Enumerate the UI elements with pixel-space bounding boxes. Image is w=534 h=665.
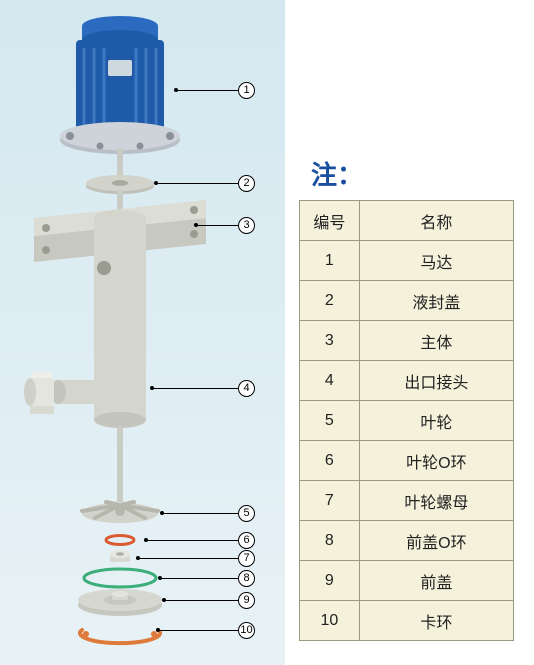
cell-name: 出口接头 bbox=[359, 361, 513, 401]
callout-dot bbox=[162, 598, 166, 602]
table-row: 7叶轮螺母 bbox=[300, 481, 514, 521]
callout-dot bbox=[174, 88, 178, 92]
table-row: 5叶轮 bbox=[300, 401, 514, 441]
header-num: 编号 bbox=[300, 201, 360, 241]
cell-num: 7 bbox=[300, 481, 360, 521]
callout-line bbox=[146, 540, 238, 541]
cell-num: 9 bbox=[300, 561, 360, 601]
table-row: 6叶轮O环 bbox=[300, 441, 514, 481]
callout-number: 1 bbox=[238, 82, 255, 99]
callout-number: 9 bbox=[238, 592, 255, 609]
callout-line bbox=[152, 388, 238, 389]
cell-num: 8 bbox=[300, 521, 360, 561]
header-name: 名称 bbox=[359, 201, 513, 241]
callout-dot bbox=[158, 576, 162, 580]
cell-num: 6 bbox=[300, 441, 360, 481]
callout-number: 6 bbox=[238, 532, 255, 549]
part-outlet-connector bbox=[24, 372, 54, 414]
table-row: 8前盖O环 bbox=[300, 521, 514, 561]
callout-line bbox=[160, 578, 238, 579]
callout-dot bbox=[160, 511, 164, 515]
callout-line bbox=[176, 90, 238, 91]
cell-name: 前盖 bbox=[359, 561, 513, 601]
callout-line bbox=[158, 630, 238, 631]
part-shaft-lower bbox=[117, 426, 123, 502]
part-impeller-nut bbox=[110, 550, 130, 562]
cell-num: 3 bbox=[300, 321, 360, 361]
callout-line bbox=[164, 600, 238, 601]
callout-number: 8 bbox=[238, 570, 255, 587]
callout-line bbox=[138, 558, 238, 559]
callout-dot bbox=[150, 386, 154, 390]
table-row: 2液封盖 bbox=[300, 281, 514, 321]
table-row: 1马达 bbox=[300, 241, 514, 281]
callout-dot bbox=[156, 628, 160, 632]
callout-line bbox=[156, 183, 238, 184]
table-row: 3主体 bbox=[300, 321, 514, 361]
part-snap-ring bbox=[80, 630, 160, 643]
cell-name: 马达 bbox=[359, 241, 513, 281]
parts-table: 编号 名称 1马达2液封盖3主体4出口接头5叶轮6叶轮O环7叶轮螺母8前盖O环9… bbox=[299, 200, 514, 641]
callout-dot bbox=[144, 538, 148, 542]
table-row: 9前盖 bbox=[300, 561, 514, 601]
cell-name: 液封盖 bbox=[359, 281, 513, 321]
table-row: 4出口接头 bbox=[300, 361, 514, 401]
cell-name: 叶轮 bbox=[359, 401, 513, 441]
cell-num: 5 bbox=[300, 401, 360, 441]
cell-num: 4 bbox=[300, 361, 360, 401]
callout-dot bbox=[154, 181, 158, 185]
callout-number: 3 bbox=[238, 217, 255, 234]
legend-panel: 注： 编号 名称 1马达2液封盖3主体4出口接头5叶轮6叶轮O环7叶轮螺母8前盖… bbox=[285, 0, 534, 665]
callout-number: 10 bbox=[238, 622, 255, 639]
callout-number: 2 bbox=[238, 175, 255, 192]
cell-num: 2 bbox=[300, 281, 360, 321]
callout-number: 4 bbox=[238, 380, 255, 397]
callout-line bbox=[196, 225, 238, 226]
table-row: 10卡环 bbox=[300, 601, 514, 641]
cell-name: 叶轮O环 bbox=[359, 441, 513, 481]
cell-num: 1 bbox=[300, 241, 360, 281]
exploded-diagram-panel: 1 2 3 4 5 67 8 9 10 bbox=[0, 0, 285, 665]
part-cover-oring bbox=[84, 569, 156, 587]
part-front-cover bbox=[78, 589, 162, 616]
cell-name: 前盖O环 bbox=[359, 521, 513, 561]
callout-dot bbox=[194, 223, 198, 227]
cell-name: 叶轮螺母 bbox=[359, 481, 513, 521]
callout-number: 7 bbox=[238, 550, 255, 567]
callout-number: 5 bbox=[238, 505, 255, 522]
cell-name: 卡环 bbox=[359, 601, 513, 641]
cell-name: 主体 bbox=[359, 321, 513, 361]
part-motor bbox=[60, 16, 180, 154]
callout-dot bbox=[136, 556, 140, 560]
part-impeller bbox=[82, 502, 158, 523]
part-impeller-oring bbox=[106, 536, 134, 545]
part-main-body bbox=[34, 200, 206, 428]
callout-line bbox=[162, 513, 238, 514]
legend-title: 注： bbox=[311, 155, 363, 192]
table-header-row: 编号 名称 bbox=[300, 201, 514, 241]
cell-num: 10 bbox=[300, 601, 360, 641]
